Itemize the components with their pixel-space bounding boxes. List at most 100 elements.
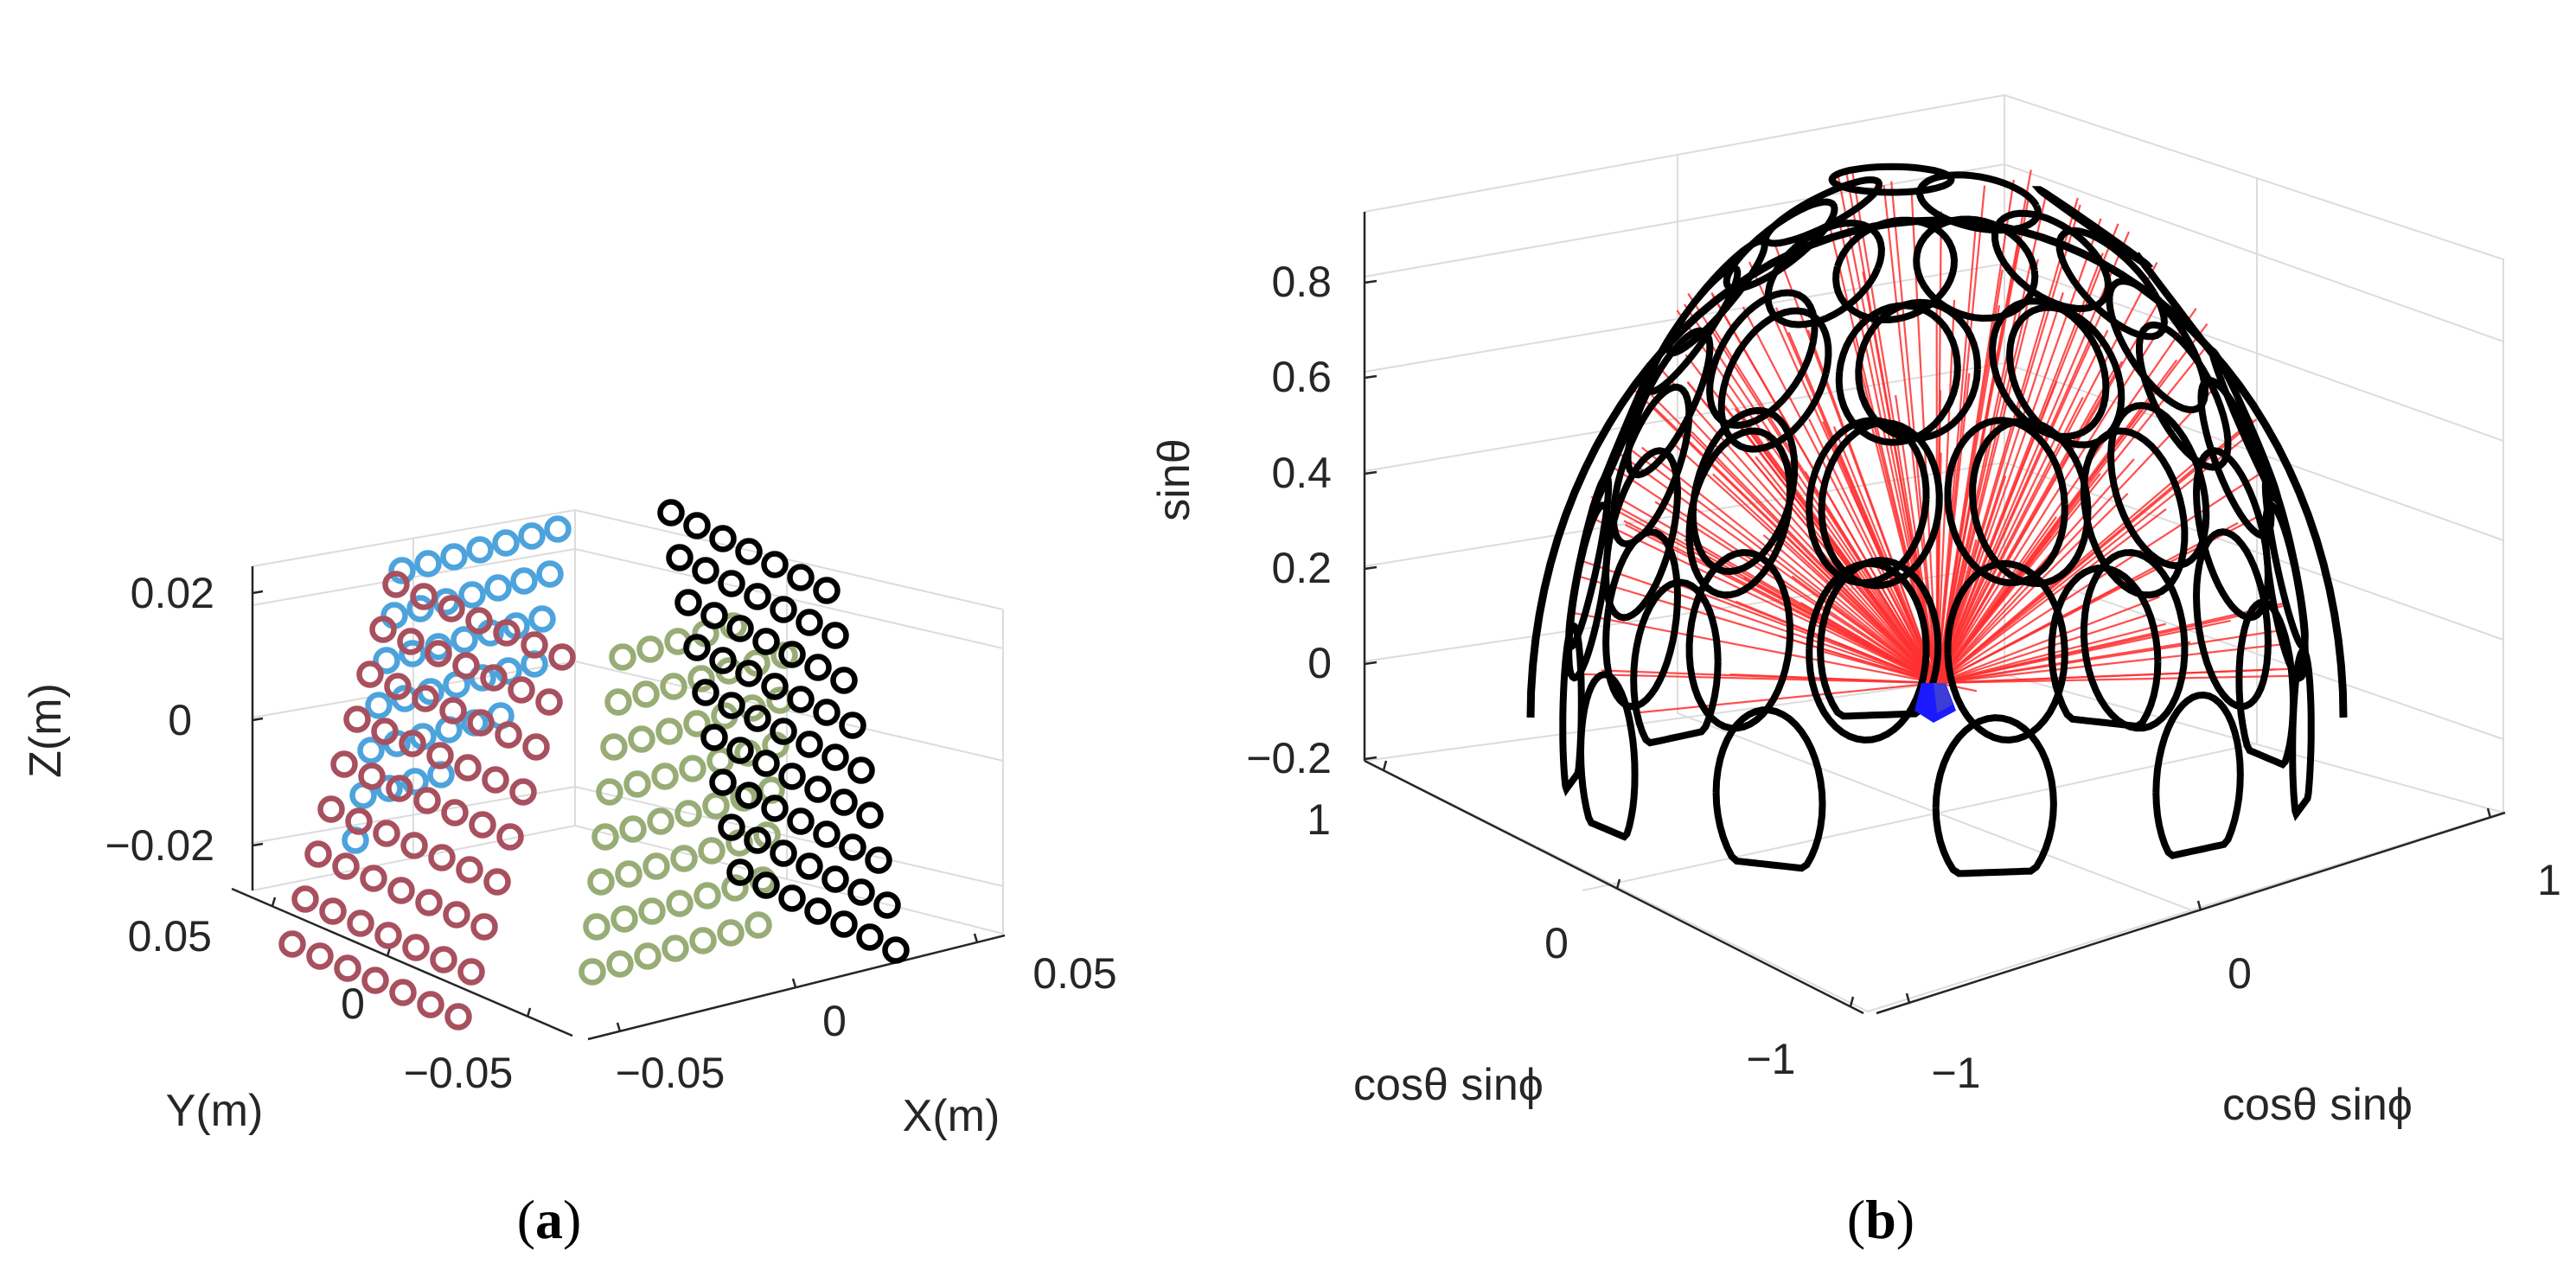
a-marker-black-panel-0-2 (713, 528, 734, 550)
a-marker-green-panel-4-2 (650, 811, 672, 833)
a-marker-blue-panel-0-1 (418, 553, 439, 575)
a-marker-green-panel-1-0 (608, 692, 630, 713)
b-ytick-0: 0 (1544, 919, 1569, 967)
b-ztick-08: 0.8 (1271, 258, 1332, 306)
a-marker-green-panel-1-1 (636, 684, 657, 705)
a-marker-black-panel-1-1 (695, 560, 717, 582)
a-marker-black-panel-6-5 (842, 837, 864, 858)
a-marker-maroon-panel-8-0 (282, 934, 304, 955)
a-marker-maroon-panel-8-3 (365, 970, 387, 992)
a-marker-blue-panel-0-4 (495, 533, 517, 554)
a-marker-maroon-panel-6-1 (336, 856, 357, 878)
a-marker-black-panel-6-6 (868, 850, 890, 871)
a-marker-maroon-panel-5-5 (459, 859, 481, 881)
a-marker-maroon-panel-5-2 (376, 823, 398, 845)
a-marker-black-panel-1-5 (799, 612, 821, 634)
b-ztick-m02: −0.2 (1246, 734, 1332, 782)
a-marker-maroon-panel-7-5 (433, 949, 455, 971)
a-marker-green-panel-7-2 (637, 946, 659, 967)
a-marker-black-panel-0-1 (687, 515, 708, 537)
b-contour-ring-0-3 (1581, 674, 1635, 837)
a-xlabel: X(m) (903, 1091, 1000, 1141)
panel-a-axes (232, 566, 1005, 1039)
a-marker-green-panel-7-5 (720, 922, 742, 944)
a-marker-maroon-panel-3-4 (457, 757, 479, 779)
a-marker-maroon-panel-7-1 (323, 901, 344, 922)
a-marker-green-panel-2-2 (659, 721, 681, 743)
a-marker-maroon-panel-6-5 (446, 904, 468, 926)
a-zlabel: Z(m) (21, 683, 71, 778)
a-marker-black-panel-0-5 (790, 567, 812, 589)
a-marker-blue-panel-0-5 (521, 526, 543, 547)
a-marker-green-panel-4-4 (706, 795, 727, 817)
a-marker-black-panel-1-4 (773, 599, 795, 621)
a-marker-green-panel-5-0 (591, 871, 612, 893)
b-ray-74 (1640, 683, 1937, 712)
a-marker-green-panel-4-0 (595, 826, 617, 848)
a-marker-black-panel-2-6 (834, 670, 855, 692)
a-marker-black-panel-5-5 (834, 792, 855, 814)
a-marker-green-panel-2-1 (631, 729, 653, 750)
panel-b-chart: 0.8 0.6 0.4 0.2 0 −0.2 1 0 −1 −1 0 1 sin… (1149, 95, 2561, 1250)
a-marker-black-panel-8-5 (860, 927, 881, 948)
b-zlabel: sinθ (1149, 438, 1199, 520)
a-ztick-1: 0 (168, 696, 192, 744)
a-marker-maroon-panel-7-0 (295, 889, 316, 910)
a-marker-green-panel-7-0 (582, 961, 604, 983)
a-marker-maroon-panel-8-2 (337, 958, 359, 980)
a-marker-green-panel-7-4 (693, 930, 714, 952)
figure: 0.02 0 −0.02 0.05 0 −0.05 −0.05 0 0.05 Z… (0, 0, 2576, 1270)
a-marker-blue-panel-2-6 (532, 609, 553, 630)
a-marker-blue-panel-3-0 (368, 695, 390, 717)
a-marker-green-panel-3-0 (599, 782, 621, 803)
a-marker-green-panel-6-3 (669, 893, 691, 915)
a-ztick-2: −0.02 (105, 821, 214, 870)
a-marker-black-panel-8-2 (782, 888, 803, 909)
a-marker-blue-panel-1-5 (514, 571, 535, 592)
a-marker-maroon-panel-5-0 (321, 799, 342, 820)
panel-a-caption: (a) (517, 1189, 582, 1250)
a-marker-black-panel-1-0 (669, 547, 691, 569)
a-marker-green-panel-3-2 (655, 766, 676, 788)
b-ztick-0: 0 (1307, 639, 1332, 687)
a-marker-green-panel-7-3 (665, 938, 687, 960)
a-marker-black-panel-4-4 (799, 734, 821, 756)
a-marker-green-panel-0-1 (640, 639, 662, 661)
a-marker-black-panel-0-0 (661, 502, 682, 524)
a-marker-black-panel-2-1 (704, 605, 725, 627)
b-xtick-m1: −1 (1931, 1049, 1980, 1097)
a-marker-maroon-panel-3-5 (485, 769, 507, 791)
a-marker-green-panel-3-3 (682, 758, 704, 780)
a-marker-maroon-panel-1-6 (539, 692, 560, 713)
a-marker-black-panel-1-3 (747, 586, 769, 608)
a-marker-black-panel-4-6 (851, 760, 873, 782)
a-marker-blue-panel-0-3 (470, 539, 491, 561)
panel-a-chart: 0.02 0 −0.02 0.05 0 −0.05 −0.05 0 0.05 Z… (21, 502, 1117, 1251)
a-marker-maroon-panel-6-0 (308, 844, 329, 865)
a-marker-green-panel-5-1 (618, 864, 640, 885)
a-ytick-0: 0.05 (128, 912, 212, 960)
a-marker-maroon-panel-5-6 (487, 871, 508, 893)
a-marker-black-panel-4-5 (825, 747, 847, 769)
a-marker-black-panel-2-3 (756, 631, 777, 653)
a-marker-green-panel-6-2 (642, 901, 663, 922)
a-marker-maroon-panel-0-6 (552, 647, 573, 668)
panel-b-rings (1531, 167, 2343, 874)
a-marker-maroon-panel-7-4 (406, 937, 427, 959)
a-marker-maroon-panel-6-4 (419, 892, 440, 914)
a-marker-black-panel-6-0 (713, 772, 734, 794)
a-ytick-2: −0.05 (404, 1049, 514, 1097)
b-ytick-m1: −1 (1746, 1035, 1795, 1083)
a-marker-maroon-panel-4-4 (444, 802, 466, 824)
a-marker-maroon-panel-4-0 (334, 754, 355, 775)
a-ylabel: Y(m) (166, 1086, 264, 1136)
a-marker-maroon-panel-2-5 (498, 724, 520, 746)
a-marker-maroon-panel-8-1 (310, 946, 331, 967)
a-marker-maroon-panel-4-1 (361, 766, 383, 788)
a-marker-maroon-panel-7-3 (378, 925, 400, 947)
a-marker-black-panel-7-4 (825, 869, 847, 890)
a-marker-blue-panel-1-3 (462, 584, 483, 606)
a-marker-black-panel-5-4 (808, 779, 829, 801)
a-marker-black-panel-6-4 (816, 824, 838, 846)
a-ytick-1: 0 (341, 980, 365, 1028)
